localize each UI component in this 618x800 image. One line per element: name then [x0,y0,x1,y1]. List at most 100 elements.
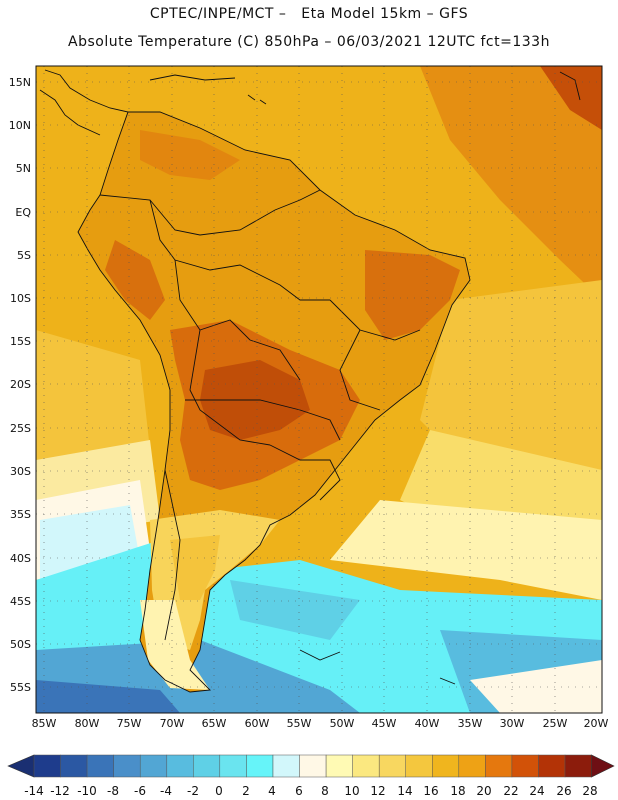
colorbar-boxes [7,754,615,778]
south-atlantic-pale [470,660,602,713]
colorbar-tick-label: -4 [160,784,172,798]
colorbar-tick-label: 10 [344,784,359,798]
colorbar-swatch [352,754,380,778]
lon-label: 45W [372,717,397,730]
warm-northeast [365,250,460,340]
lat-label: 55S [10,681,31,694]
colorbar-tick-label: 2 [242,784,250,798]
colorbar-tick-label: 8 [321,784,329,798]
lat-label: 5N [16,162,31,175]
lat-label: 30S [10,465,31,478]
colorbar-swatch [86,754,114,778]
colorbar-swatch [538,754,566,778]
patagonia-warmer [170,535,220,600]
lat-label: 40S [10,552,31,565]
pacific-cooler [36,330,150,460]
colorbar-swatch [60,754,88,778]
colorbar-tick-label: 4 [268,784,276,798]
colorbar-tick-label: 6 [295,784,303,798]
lat-label: 15N [9,76,31,89]
title-line-2: Absolute Temperature (C) 850hPa – 06/03/… [68,34,550,50]
colorbar-swatch [378,754,407,778]
colorbar-swatch [193,754,221,778]
lon-label: 85W [32,717,57,730]
coastlines-borders [39,69,581,693]
warm-north [140,130,240,180]
lat-label: 10N [9,119,31,132]
lat-label: 35S [10,508,31,521]
caribbean-islands [149,74,236,81]
lat-label: EQ [15,206,31,219]
falklands [299,649,456,685]
lat-label: 20S [10,378,31,391]
colorbar-swatch [272,754,300,778]
colorbar-tick-label: 18 [450,784,465,798]
colorbar-tick-label: -8 [107,784,119,798]
colorbar-swatch [432,754,460,778]
hot-ocean-ne [540,66,602,130]
caribbean-dots [247,94,267,105]
border-amazon [149,199,330,301]
colorbar-swatch [458,754,486,778]
latitude-axis: 15N 10N 5N EQ 5S 10S 15S 20S 25S 30S 35S… [9,76,32,694]
colorbar-tick-label: -12 [50,784,70,798]
lon-label: 65W [202,717,227,730]
colorbar-tick-label: 22 [503,784,518,798]
colorbar-tick-label: -6 [134,784,146,798]
colorbar-labels: -14 -12 -10 -8 -6 -4 -2 0 2 4 6 8 10 12 … [24,784,597,798]
warm-ocean-ne [420,66,602,300]
drake-coldest [36,680,180,713]
caribbean-east [559,71,581,101]
colorbar-over-arrow [591,754,615,778]
colorbar-tick-label: -14 [24,784,44,798]
title-line-1: CPTEC/INPE/MCT – Eta Model 15km – GFS [149,6,469,22]
lon-label: 75W [117,717,142,730]
colorbar-tick-label: 12 [370,784,385,798]
colorbar-under-arrow [7,754,35,778]
colorbar-tick-label: 24 [529,784,544,798]
border-north [99,189,321,236]
temperature-field [36,66,602,713]
colorbar-tick-label: 14 [397,784,412,798]
colorbar-swatch [564,754,592,778]
colorbar-swatch [246,754,274,778]
lon-label: 25W [543,717,568,730]
lat-label: 5S [17,249,31,262]
colorbar-tick-label: 28 [582,784,597,798]
central-america-2 [39,89,101,136]
colorbar-swatch [219,754,247,778]
lon-label: 50W [330,717,355,730]
colorbar-tick-label: 20 [476,784,491,798]
border-brazil-south [339,329,381,411]
lon-label: 35W [458,717,483,730]
central-america [44,69,129,113]
lat-label: 10S [10,292,31,305]
colorbar-tick-label: -2 [187,784,199,798]
lon-label: 60W [245,717,270,730]
longitude-axis: 85W 80W 75W 70W 65W 60W 55W 50W 45W 40W … [32,717,609,730]
map-frame [35,65,603,714]
colorbar-swatch [299,754,327,778]
southern-colder [230,580,360,640]
lon-label: 55W [287,717,312,730]
border-argentina [185,399,341,441]
border-bolivia [174,259,301,381]
lon-label: 40W [415,717,440,730]
lat-label: 50S [10,638,31,651]
lat-label: 25S [10,422,31,435]
border-chile [164,469,181,641]
colorbar-tick-label: 0 [215,784,223,798]
border-uruguay [269,444,341,501]
colorbar-swatch [485,754,513,778]
lat-label: 45S [10,595,31,608]
lon-label: 70W [160,717,185,730]
coastline [77,111,471,693]
colorbar-swatch [33,754,61,778]
lon-label: 80W [75,717,100,730]
graticule [36,66,602,713]
atlantic-pale-band [330,500,602,600]
colorbar-swatch [325,754,353,778]
warm-andes-north [105,240,165,320]
colorbar-tick-label: 26 [556,784,571,798]
